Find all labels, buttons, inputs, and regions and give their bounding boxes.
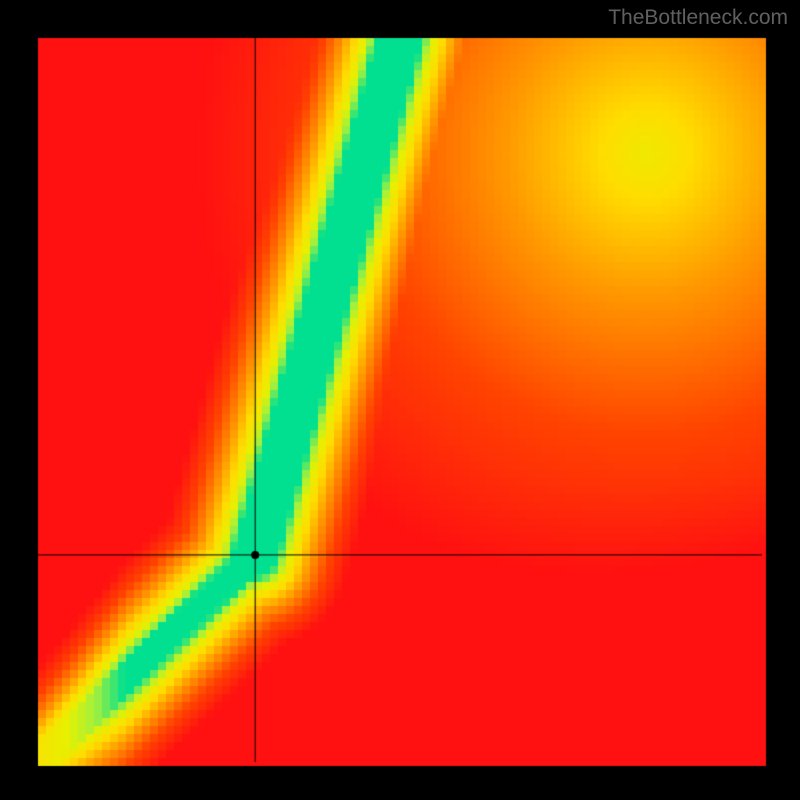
heatmap-canvas	[0, 0, 800, 800]
chart-container: TheBottleneck.com	[0, 0, 800, 800]
watermark-text: TheBottleneck.com	[608, 6, 788, 30]
